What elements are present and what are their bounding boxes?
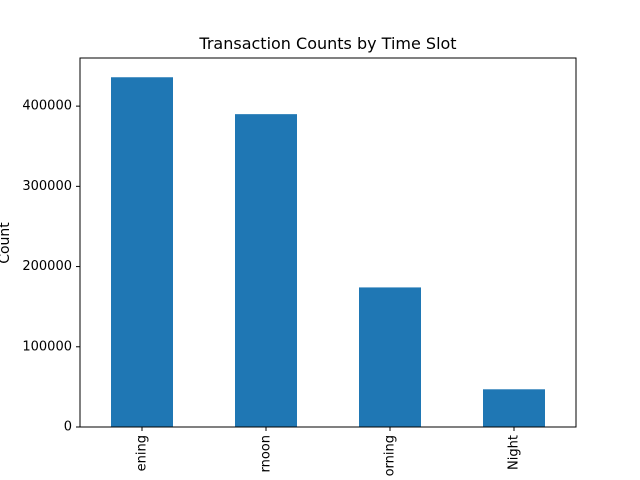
chart-title: Transaction Counts by Time Slot xyxy=(198,34,456,53)
y-tick-label: 0 xyxy=(64,420,72,435)
bars-group xyxy=(111,77,545,428)
plot-frame xyxy=(79,57,577,428)
x-tick-label: ening xyxy=(135,435,150,471)
y-ticks-group: 0 100000 200000 300000 400000 xyxy=(22,99,80,435)
y-tick-label: 400000 xyxy=(22,99,72,114)
bar-evening xyxy=(111,77,173,428)
x-tick-label: Night xyxy=(507,435,522,470)
y-tick-label: 300000 xyxy=(22,179,72,194)
x-tick-label: rnoon xyxy=(259,435,274,473)
x-ticks-group: ening rnoon orning Night xyxy=(135,427,522,476)
x-tick-label: orning xyxy=(383,435,398,476)
y-tick-label: 100000 xyxy=(22,339,72,354)
bar-morning xyxy=(359,287,421,427)
y-axis-label: Count xyxy=(0,222,13,264)
bar-night xyxy=(483,389,545,427)
bar-afternoon xyxy=(235,114,297,428)
y-tick-label: 200000 xyxy=(22,259,72,274)
